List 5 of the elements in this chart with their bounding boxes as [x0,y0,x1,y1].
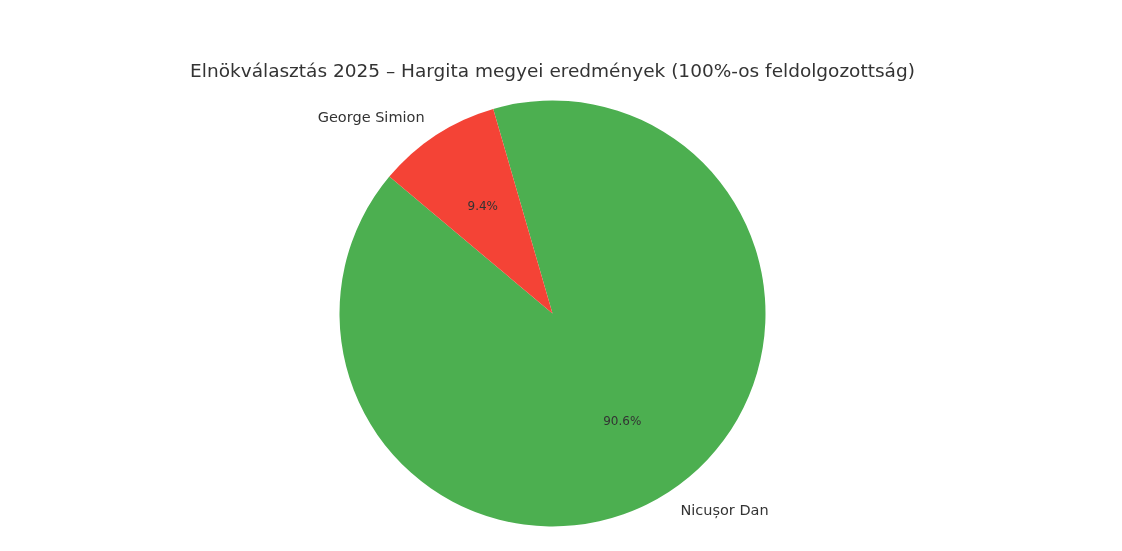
slice-label: George Simion [317,109,425,126]
slice-label: Nicușor Dan [680,501,769,519]
data-label: 90.6% [603,413,642,428]
chart-title: Elnökválasztás 2025 – Hargita megyei eredmények (100%-os feldolgozottság) [190,60,915,81]
data-label: 9.4% [467,199,498,214]
